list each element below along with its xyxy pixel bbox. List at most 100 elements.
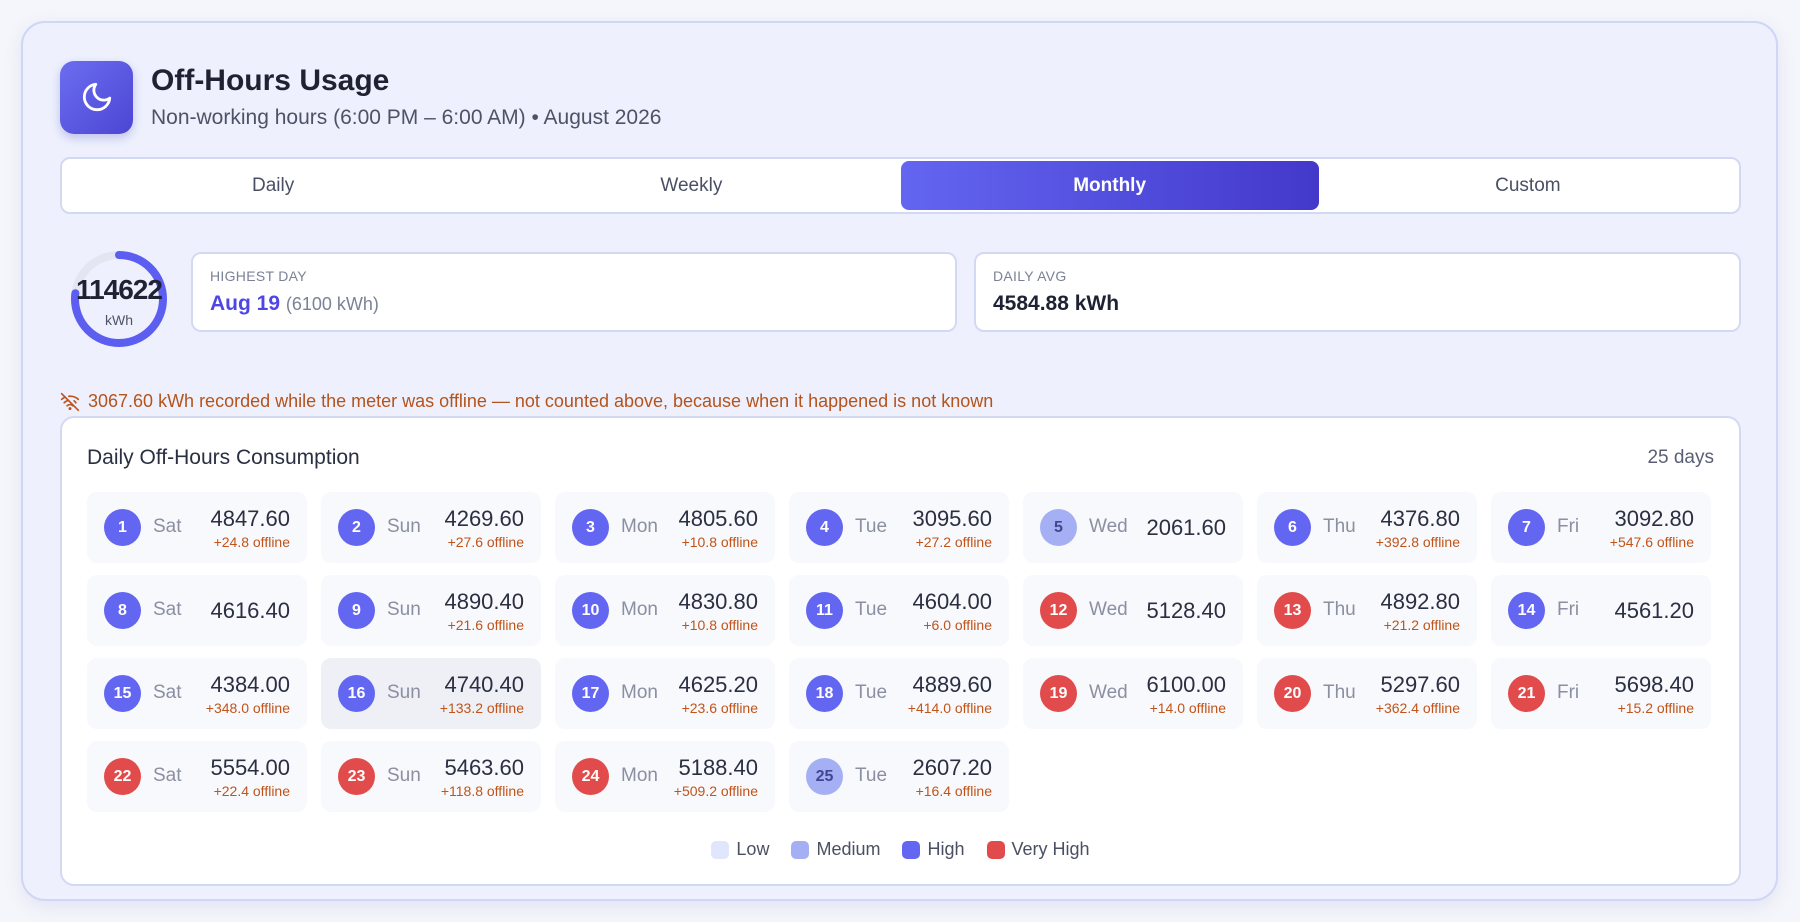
day-number: 2 (338, 509, 375, 546)
day-number: 5 (1040, 509, 1077, 546)
day-number: 13 (1274, 592, 1311, 629)
day-cell[interactable]: 9 Sun 4890.40 +21.6 offline (321, 575, 541, 646)
day-cell[interactable]: 2 Sun 4269.60 +27.6 offline (321, 492, 541, 563)
day-number: 7 (1508, 509, 1545, 546)
day-value: 4830.80 (678, 589, 758, 614)
day-value: 4616.40 (210, 598, 290, 623)
day-number: 11 (806, 592, 843, 629)
day-of-week: Sat (153, 599, 182, 620)
day-offline: +22.4 offline (213, 783, 290, 799)
day-of-week: Thu (1323, 599, 1356, 620)
header: Off-Hours Usage Non-working hours (6:00 … (60, 60, 661, 134)
legend-item: Very High (986, 839, 1090, 860)
day-number: 3 (572, 509, 609, 546)
day-number: 17 (572, 675, 609, 712)
day-value: 4269.60 (444, 506, 524, 531)
tab-custom[interactable]: Custom (1495, 174, 1561, 196)
day-cell[interactable]: 7 Fri 3092.80 +547.6 offline (1491, 492, 1711, 563)
moon-icon (60, 60, 133, 134)
day-cell[interactable]: 13 Thu 4892.80 +21.2 offline (1257, 575, 1477, 646)
legend-swatch (902, 840, 921, 859)
day-of-week: Mon (621, 682, 658, 703)
day-number: 22 (104, 758, 141, 795)
highest-day-value: (6100 kWh) (285, 294, 379, 314)
day-value: 4384.00 (210, 672, 290, 697)
day-value: 4740.40 (444, 672, 524, 697)
day-value: 4625.20 (678, 672, 758, 697)
day-of-week: Tue (855, 765, 888, 786)
day-offline: +133.2 offline (439, 700, 524, 716)
day-cell[interactable]: 11 Tue 4604.00 +6.0 offline (789, 575, 1009, 646)
day-offline: +6.0 offline (923, 617, 992, 633)
day-cell[interactable]: 12 Wed 5128.40 (1023, 575, 1243, 646)
day-value: 3092.80 (1614, 506, 1694, 531)
day-number: 6 (1274, 509, 1311, 546)
day-of-week: Mon (621, 516, 658, 537)
day-number: 24 (572, 758, 609, 795)
day-cell[interactable]: 16 Sun 4740.40 +133.2 offline (321, 658, 541, 729)
day-offline: +10.8 offline (681, 534, 758, 550)
day-cell[interactable]: 24 Mon 5188.40 +509.2 offline (555, 741, 775, 812)
day-of-week: Sun (387, 599, 421, 620)
day-number: 9 (338, 592, 375, 629)
day-number: 19 (1040, 675, 1077, 712)
day-cell[interactable]: 5 Wed 2061.60 (1023, 492, 1243, 563)
day-of-week: Wed (1089, 516, 1128, 537)
day-cell[interactable]: 10 Mon 4830.80 +10.8 offline (555, 575, 775, 646)
day-cell[interactable]: 23 Sun 5463.60 +118.8 offline (321, 741, 541, 812)
day-offline: +118.8 offline (440, 783, 524, 799)
day-offline: +14.0 offline (1149, 700, 1226, 716)
day-cell[interactable]: 18 Tue 4889.60 +414.0 offline (789, 658, 1009, 729)
day-number: 10 (572, 592, 609, 629)
ring-progress (71, 251, 167, 347)
day-number: 18 (806, 675, 843, 712)
day-value: 5463.60 (444, 755, 524, 780)
day-cell[interactable]: 8 Sat 4616.40 (87, 575, 307, 646)
tab-weekly[interactable]: Weekly (660, 174, 723, 196)
day-offline: +21.2 offline (1383, 617, 1460, 633)
day-cell[interactable]: 4 Tue 3095.60 +27.2 offline (789, 492, 1009, 563)
day-of-week: Fri (1557, 682, 1580, 703)
day-offline: +27.2 offline (915, 534, 992, 550)
day-number: 23 (338, 758, 375, 795)
day-number: 12 (1040, 592, 1077, 629)
day-cell[interactable]: 20 Thu 5297.60 +362.4 offline (1257, 658, 1477, 729)
legend-swatch (791, 840, 810, 859)
day-offline: +16.4 offline (915, 783, 992, 799)
tab-daily[interactable]: Daily (252, 174, 295, 196)
day-cell[interactable]: 17 Mon 4625.20 +23.6 offline (555, 658, 775, 729)
day-cell[interactable]: 19 Wed 6100.00 +14.0 offline (1023, 658, 1243, 729)
day-cell[interactable]: 22 Sat 5554.00 +22.4 offline (87, 741, 307, 812)
day-of-week: Thu (1323, 682, 1356, 703)
day-of-week: Sat (153, 765, 182, 786)
day-cell[interactable]: 15 Sat 4384.00 +348.0 offline (87, 658, 307, 729)
highest-day-card: HIGHEST DAY Aug 19 (6100 kWh) (191, 252, 957, 332)
day-offline: +15.2 offline (1617, 700, 1694, 716)
day-cell[interactable]: 21 Fri 5698.40 +15.2 offline (1491, 658, 1711, 729)
day-cell[interactable]: 25 Tue 2607.20 +16.4 offline (789, 741, 1009, 812)
offline-icon (60, 392, 80, 411)
day-of-week: Tue (855, 516, 888, 537)
day-of-week: Fri (1557, 516, 1580, 537)
legend-item: Medium (791, 839, 880, 860)
day-of-week: Fri (1557, 599, 1580, 620)
day-of-week: Sat (153, 516, 182, 537)
day-of-week: Sat (153, 682, 182, 703)
day-offline: +348.0 offline (205, 700, 290, 716)
day-cell[interactable]: 3 Mon 4805.60 +10.8 offline (555, 492, 775, 563)
day-cell[interactable]: 6 Thu 4376.80 +392.8 offline (1257, 492, 1477, 563)
day-cell[interactable]: 1 Sat 4847.60 +24.8 offline (87, 492, 307, 563)
day-cell[interactable]: 14 Fri 4561.20 (1491, 575, 1711, 646)
tab-monthly[interactable]: Monthly (900, 161, 1319, 210)
day-offline: +10.8 offline (681, 617, 758, 633)
day-number: 1 (104, 509, 141, 546)
day-value: 3095.60 (912, 506, 992, 531)
legend-label: High (927, 839, 965, 859)
day-number: 4 (806, 509, 843, 546)
day-value: 2607.20 (912, 755, 992, 780)
day-value: 5188.40 (678, 755, 758, 780)
day-offline: +547.6 offline (1609, 534, 1694, 550)
offline-warning-text: 3067.60 kWh recorded while the meter was… (88, 391, 994, 411)
days-count: 25 days (1647, 447, 1714, 468)
total-unit: kWh (105, 312, 133, 328)
